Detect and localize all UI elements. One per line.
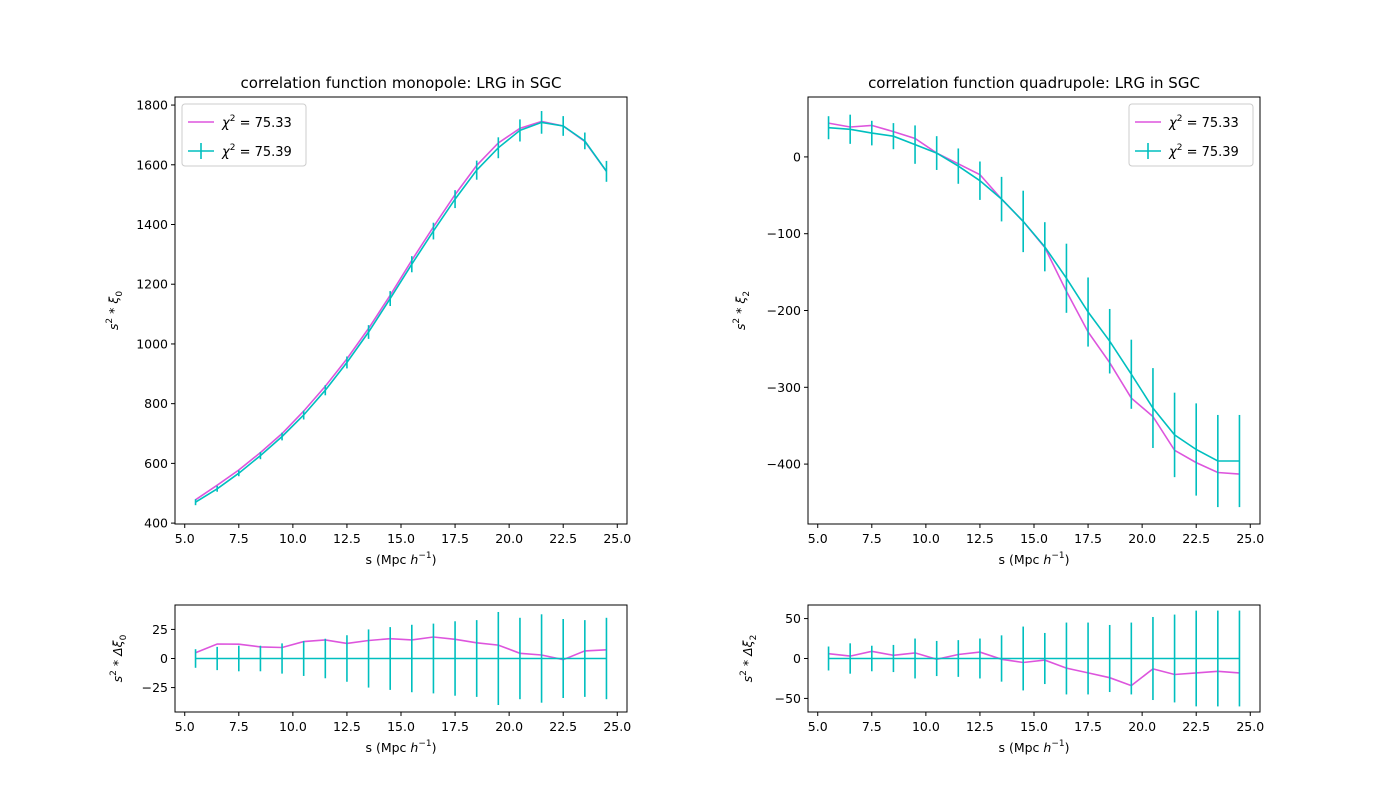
y-axis-label: s2 * ξ2 [732, 291, 752, 330]
y-tick-label: 800 [144, 396, 168, 411]
y-tick-label: 25 [152, 622, 168, 637]
x-tick-label: 12.5 [333, 719, 361, 734]
x-tick-label: 7.5 [862, 531, 882, 546]
y-axis-label: s2 * ξ0 [105, 291, 125, 330]
y-tick-label: 50 [785, 611, 801, 626]
x-tick-label: 10.0 [912, 531, 940, 546]
x-tick-label: 12.5 [966, 719, 994, 734]
x-axis-label: s (Mpc h−1) [998, 551, 1069, 567]
y-tick-label: 1000 [136, 336, 168, 351]
series-1-line [195, 121, 608, 503]
series-0-line [828, 650, 1240, 687]
x-tick-label: 5.0 [175, 719, 195, 734]
x-tick-label: 5.0 [808, 531, 828, 546]
x-tick-label: 20.0 [1128, 531, 1156, 546]
x-tick-label: 7.5 [229, 719, 249, 734]
y-tick-label: 400 [144, 516, 168, 531]
y-tick-label: 0 [793, 149, 801, 164]
y-tick-label: 1200 [136, 277, 168, 292]
y-tick-label: 1400 [136, 217, 168, 232]
monopole-title: correlation function monopole: LRG in SG… [241, 74, 562, 92]
x-axis-label: s (Mpc h−1) [998, 739, 1069, 755]
y-tick-label: −200 [767, 303, 801, 318]
x-tick-label: 22.5 [1182, 531, 1210, 546]
legend-label-0: χ2 = 75.33 [1168, 114, 1239, 131]
y-tick-label: −100 [767, 226, 801, 241]
x-tick-label: 12.5 [333, 531, 361, 546]
x-tick-label: 15.0 [1020, 719, 1048, 734]
legend-label-0: χ2 = 75.33 [221, 114, 292, 131]
y-tick-label: 0 [793, 651, 801, 666]
series-0-line [195, 636, 607, 661]
y-tick-label: −25 [142, 680, 168, 695]
x-tick-label: 12.5 [966, 531, 994, 546]
y-tick-label: −50 [775, 691, 801, 706]
x-tick-label: 20.0 [495, 719, 523, 734]
legend-label-1: χ2 = 75.39 [221, 143, 292, 160]
x-tick-label: 25.0 [1236, 531, 1264, 546]
series-1-line [828, 126, 1240, 462]
y-axis-label: s2 * Δξ2 [739, 635, 759, 683]
quadrupole-title: correlation function quadrupole: LRG in … [868, 74, 1200, 92]
x-axis-label: s (Mpc h−1) [365, 551, 436, 567]
x-tick-label: 17.5 [441, 719, 469, 734]
x-tick-label: 22.5 [1182, 719, 1210, 734]
x-tick-label: 5.0 [808, 719, 828, 734]
x-tick-label: 5.0 [175, 531, 195, 546]
y-tick-label: 1600 [136, 157, 168, 172]
y-tick-label: −300 [767, 380, 801, 395]
x-axis-label: s (Mpc h−1) [365, 739, 436, 755]
quadrupole-residual-panel: 5.0 7.5 10.0 12.5 15.0 17.5 20.0 22.5 25.0 −50 0 50… [739, 604, 1264, 755]
x-tick-label: 15.0 [387, 719, 415, 734]
y-axis-label: s2 * Δξ0 [109, 634, 129, 682]
legend-label-1: χ2 = 75.39 [1168, 143, 1239, 160]
x-tick-label: 7.5 [229, 531, 249, 546]
quadrupole-panel: correlation function quadrupole: LRG in … [732, 74, 1264, 567]
x-tick-label: 20.0 [1128, 719, 1156, 734]
x-tick-label: 17.5 [441, 531, 469, 546]
x-tick-label: 17.5 [1074, 531, 1102, 546]
x-tick-label: 25.0 [603, 531, 631, 546]
y-tick-label: 600 [144, 456, 168, 471]
x-tick-label: 10.0 [912, 719, 940, 734]
x-tick-label: 25.0 [603, 719, 631, 734]
x-tick-label: 22.5 [549, 531, 577, 546]
x-tick-label: 10.0 [279, 719, 307, 734]
monopole-panel: correlation function monopole: LRG in SG… [105, 74, 631, 567]
x-tick-label: 15.0 [387, 531, 415, 546]
y-tick-label: 1800 [136, 98, 168, 113]
x-tick-label: 10.0 [279, 531, 307, 546]
x-tick-label: 20.0 [495, 531, 523, 546]
y-tick-label: 0 [160, 651, 168, 666]
x-tick-label: 15.0 [1020, 531, 1048, 546]
x-tick-label: 25.0 [1236, 719, 1264, 734]
x-tick-label: 22.5 [549, 719, 577, 734]
x-tick-label: 17.5 [1074, 719, 1102, 734]
series-0-line [195, 120, 608, 501]
y-tick-label: −400 [767, 457, 801, 472]
x-tick-label: 7.5 [862, 719, 882, 734]
monopole-residual-panel: 5.0 7.5 10.0 12.5 15.0 17.5 20.0 22.5 25.0 −25 0 25… [109, 604, 631, 755]
